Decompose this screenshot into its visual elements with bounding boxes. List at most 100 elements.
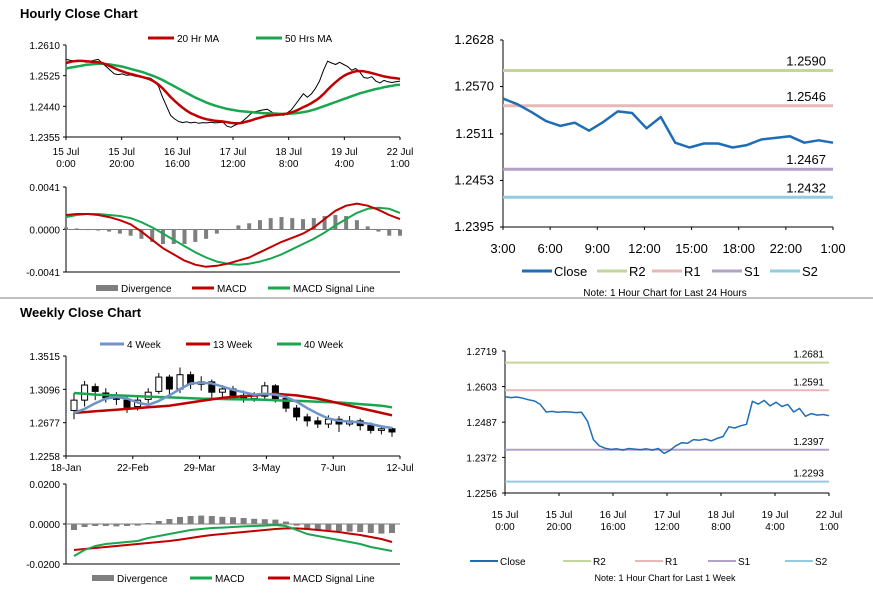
- hourly-macd-divergence-bar: [290, 218, 295, 230]
- weekly-macd-divergence-bar: [304, 524, 311, 529]
- weekly-candle-body: [261, 385, 269, 397]
- weekly-4wk-ma-line: [73, 381, 393, 430]
- weekly-macd-divergence-bar: [92, 524, 99, 526]
- hourly-price-chart: 1.2610 1.2525 1.2440 1.2355 15 Jul 0:00 15 Jul…: [29, 34, 413, 170]
- hourly-section-title: Hourly Close Chart: [20, 6, 138, 21]
- hourly-macd-divergence-bar: [268, 218, 273, 230]
- hourly-macd-divergence-bar: [376, 229, 381, 232]
- hourly-close-x-tick-label: 22:00: [770, 241, 803, 256]
- weekly-macd-divergence-bar: [208, 516, 215, 524]
- weekly-candle-body: [314, 420, 322, 425]
- hourly-macd-divergence-bar: [236, 225, 241, 230]
- hourly-macd-divergence-bar: [387, 229, 392, 236]
- hourly-macd-divergence-bar: [182, 229, 187, 245]
- hourly-price-x-tick-label: 19 Jul 4:00: [331, 147, 358, 170]
- weekly-macd-divergence-bar: [113, 524, 120, 527]
- hourly-price-y-tick-label: 1.2525: [29, 72, 60, 83]
- weekly-macd-divergence-bar: [378, 524, 385, 534]
- weekly-macd-divergence-bar: [293, 524, 300, 526]
- hourly-close-note: Note: 1 Hour Chart for Last 24 Hours: [583, 288, 746, 299]
- weekly-candle-body: [293, 407, 301, 418]
- weekly-price-y-tick-label: 1.3096: [29, 385, 60, 396]
- hourly-macd-legend-divergence-label: Divergence: [121, 284, 172, 295]
- hourly-close-legend-r1-label: R1: [684, 264, 701, 279]
- weekly-price-y-tick-label: 1.2258: [29, 452, 60, 463]
- hourly-close-x-tick-label: 15:00: [675, 241, 708, 256]
- weekly-macd-line: [73, 524, 393, 557]
- hourly-close-level-label-r1: 1.2546: [786, 89, 826, 104]
- weekly-macd-divergence-bar: [145, 523, 152, 524]
- weekly-close-x-tick-label: 19 Jul 4:00: [762, 510, 789, 533]
- hourly-macd-divergence-bar: [322, 216, 327, 230]
- weekly-macd-legend-signal-label: MACD Signal Line: [293, 574, 375, 585]
- hourly-macd-divergence-bar: [225, 229, 230, 231]
- weekly-candle-body: [208, 381, 216, 393]
- hourly-macd-divergence-bar: [160, 229, 165, 245]
- weekly-macd-legend-divergence-swatch: [92, 575, 114, 581]
- weekly-close-line: [504, 395, 830, 455]
- weekly-close-hourly-chart: 1.2719 1.2603 1.2487 1.2372 1.2256 1.2681 1.25…: [466, 347, 842, 583]
- weekly-macd-divergence-bar: [261, 519, 268, 524]
- weekly-macd-divergence-bar: [219, 516, 226, 524]
- weekly-close-level-label-s1: 1.2397: [793, 437, 824, 448]
- weekly-close-y-tick-label: 1.2603: [466, 383, 497, 394]
- hourly-20hr-ma-line: [65, 59, 401, 125]
- weekly-macd-divergence-bar: [102, 524, 109, 526]
- weekly-close-x-tick-label: 16 Jul 16:00: [600, 510, 627, 533]
- weekly-price-y-tick-label: 1.3515: [29, 352, 60, 363]
- hourly-close-line: [502, 97, 834, 149]
- hourly-macd-divergence-bar: [365, 226, 370, 230]
- weekly-macd-divergence-bar: [198, 515, 205, 524]
- weekly-legend-40wk-label: 40 Week: [304, 340, 344, 351]
- weekly-macd-divergence-bar: [314, 524, 321, 530]
- hourly-macd-divergence-bar: [398, 229, 402, 236]
- weekly-macd-y-tick-label: -0.0200: [26, 560, 60, 571]
- weekly-close-level-label-s2: 1.2293: [793, 469, 824, 480]
- hourly-legend-20hr-ma-label: 20 Hr MA: [177, 34, 220, 45]
- weekly-close-y-tick-label: 1.2372: [466, 453, 497, 464]
- weekly-close-y-tick-label: 1.2719: [466, 347, 497, 358]
- weekly-macd-divergence-bar: [81, 524, 88, 527]
- hourly-macd-divergence-bar: [85, 229, 90, 231]
- hourly-macd-divergence-bar: [354, 220, 359, 230]
- weekly-macd-divergence-bar: [336, 524, 342, 531]
- hourly-macd-divergence-bar: [107, 229, 112, 232]
- hourly-macd-divergence-bar: [344, 216, 349, 230]
- hourly-price-x-tick-label: 17 Jul 12:00: [220, 147, 247, 170]
- hourly-macd-y-tick-label: 0.0000: [29, 226, 60, 237]
- weekly-macd-legend-macd-label: MACD: [215, 574, 244, 585]
- hourly-price-y-tick-label: 1.2440: [29, 102, 60, 113]
- weekly-close-legend-s2-label: S2: [815, 557, 828, 568]
- weekly-macd-divergence-bar: [389, 524, 395, 533]
- weekly-candle-body: [218, 388, 226, 393]
- hourly-close-y-tick-label: 1.2628: [454, 32, 494, 47]
- hourly-price-y-tick-label: 1.2355: [29, 133, 60, 144]
- weekly-candle-body: [70, 399, 78, 411]
- weekly-macd-divergence-bar: [134, 524, 141, 526]
- hourly-macd-chart: 0.0041 0.0000 -0.0041 Divergence MACD MACD Si…: [26, 183, 402, 295]
- weekly-close-y-tick-label: 1.2487: [466, 418, 497, 429]
- hourly-close-y-tick-label: 1.2511: [455, 126, 494, 141]
- hourly-macd-legend-signal-label: MACD Signal Line: [293, 284, 375, 295]
- hourly-price-line: [65, 58, 401, 128]
- hourly-macd-divergence-bar: [279, 217, 284, 230]
- hourly-macd-divergence-bar: [64, 227, 68, 230]
- weekly-macd-divergence-bar: [187, 516, 194, 524]
- hourly-close-legend-r2-label: R2: [629, 264, 646, 279]
- hourly-macd-y-tick-label: -0.0041: [26, 268, 60, 279]
- hourly-price-y-tick-label: 1.2610: [29, 41, 60, 52]
- weekly-close-level-label-r1: 1.2591: [793, 377, 824, 388]
- weekly-macd-divergence-bar: [230, 517, 236, 524]
- weekly-macd-divergence-bar: [240, 518, 247, 524]
- hourly-macd-legend-macd-label: MACD: [217, 284, 246, 295]
- hourly-macd-legend-divergence-swatch: [96, 285, 118, 291]
- weekly-close-level-label-r2: 1.2681: [793, 350, 824, 361]
- weekly-macd-divergence-bar: [346, 524, 353, 532]
- hourly-close-legend-s1-label: S1: [744, 264, 760, 279]
- weekly-close-y-tick-label: 1.2256: [466, 489, 497, 500]
- weekly-price-x-tick-label: 18-Jan: [51, 463, 82, 474]
- hourly-macd-divergence-bar: [333, 214, 338, 230]
- weekly-close-legend-close-label: Close: [500, 557, 526, 568]
- weekly-candle-body: [282, 398, 290, 409]
- weekly-macd-divergence-bar: [166, 519, 173, 524]
